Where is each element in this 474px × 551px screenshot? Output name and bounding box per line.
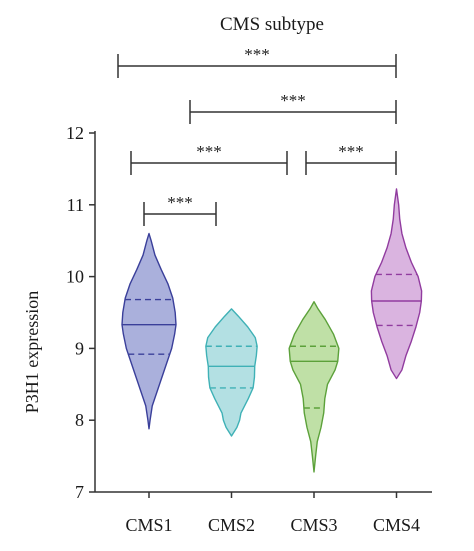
y-tick-label: 11	[67, 195, 84, 215]
x-tick-label: CMS2	[208, 515, 255, 535]
significance-label: ***	[280, 91, 306, 110]
violin-cms4	[370, 188, 423, 380]
x-tick-label: CMS3	[290, 515, 337, 535]
significance-bracket: ***	[305, 142, 397, 175]
axes: 7 8 9 10 11 12 CMS1 CMS2 CMS3 CMS4	[66, 123, 432, 535]
significance-brackets: *** *** *** *** ***	[117, 45, 397, 226]
significance-bracket: ***	[189, 91, 397, 124]
y-tick-label: 8	[75, 410, 84, 430]
significance-bracket: ***	[130, 142, 288, 175]
significance-label: ***	[196, 142, 222, 161]
significance-label: ***	[244, 45, 270, 64]
chart-title: CMS subtype	[220, 14, 324, 35]
violin-cms3	[288, 301, 340, 473]
violins	[121, 188, 423, 473]
x-tick-label: CMS1	[125, 515, 172, 535]
significance-label: ***	[338, 142, 364, 161]
y-tick-label: 12	[66, 123, 84, 143]
significance-bracket: ***	[117, 45, 397, 78]
x-tick-label: CMS4	[373, 515, 420, 535]
violin-cms1	[121, 232, 177, 430]
y-tick-label: 7	[75, 482, 84, 502]
y-axis-label: P3H1 expression	[22, 291, 42, 414]
y-tick-label: 10	[66, 267, 84, 287]
significance-label: ***	[167, 193, 193, 212]
significance-bracket: ***	[143, 193, 217, 226]
violin-cms2	[205, 308, 258, 437]
y-tick-label: 9	[75, 338, 84, 358]
